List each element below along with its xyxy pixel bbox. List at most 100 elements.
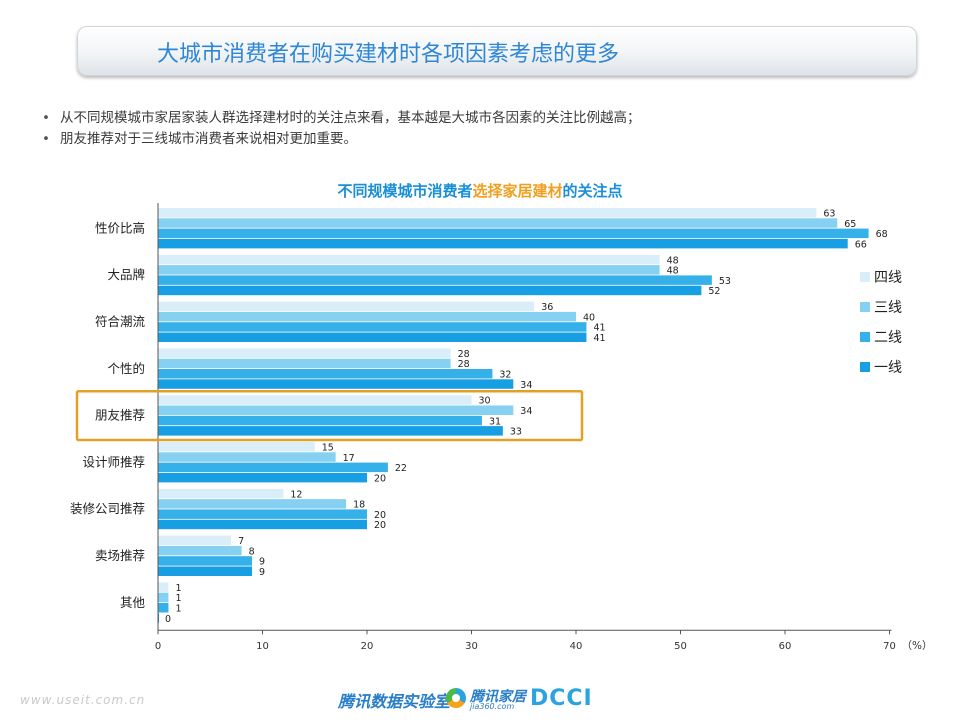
data-label: 41 xyxy=(593,333,605,344)
bar-三线 xyxy=(158,405,514,415)
data-label: 63 xyxy=(823,209,835,220)
bar-四线 xyxy=(158,301,535,312)
data-label: 66 xyxy=(855,239,867,250)
legend-swatch xyxy=(860,302,870,312)
bar-四线 xyxy=(158,208,817,218)
bar-三线 xyxy=(158,592,169,603)
bar-二线 xyxy=(158,228,869,239)
data-label: 36 xyxy=(541,302,553,313)
bar-一线 xyxy=(158,238,848,249)
tencent-home-sub: jia360.com xyxy=(470,702,515,711)
bar-二线 xyxy=(158,603,169,613)
category-label: 卖场推荐 xyxy=(95,548,145,563)
bar-二线 xyxy=(158,556,253,566)
x-tick-label: 60 xyxy=(779,641,792,652)
bar-三线 xyxy=(158,218,838,228)
data-label: 9 xyxy=(259,567,265,578)
bar-一线 xyxy=(158,426,503,436)
legend-swatch xyxy=(860,332,870,342)
bar-三线 xyxy=(158,311,576,322)
bar-一线 xyxy=(158,332,587,342)
data-label: 15 xyxy=(322,443,334,454)
bullet-item: 从不同规模城市家居家装人群选择建材时的关注点来看，基本越是大城市各因素的关注比例… xyxy=(42,108,641,129)
dcci-logo: DCCI xyxy=(530,686,593,711)
data-label: 41 xyxy=(593,323,605,334)
bar-二线 xyxy=(158,509,367,519)
data-label: 34 xyxy=(520,406,532,417)
category-label: 设计师推荐 xyxy=(82,454,145,469)
data-label: 1 xyxy=(175,593,181,604)
x-tick-label: 0 xyxy=(155,641,161,652)
bar-二线 xyxy=(158,322,587,332)
bullet-list: 从不同规模城市家居家装人群选择建材时的关注点来看，基本越是大城市各因素的关注比例… xyxy=(42,108,641,150)
bar-一线 xyxy=(158,379,514,389)
data-label: 28 xyxy=(458,359,470,370)
data-label: 0 xyxy=(165,614,171,625)
data-label: 12 xyxy=(290,489,302,500)
bar-四线 xyxy=(158,582,169,592)
data-label: 68 xyxy=(876,229,888,240)
tencent-home-logo: 腾讯家居 jia360.com xyxy=(446,686,526,712)
bar-四线 xyxy=(158,348,451,358)
bar-二线 xyxy=(158,415,482,426)
data-label: 9 xyxy=(259,557,265,568)
bar-四线 xyxy=(158,254,660,265)
data-label: 8 xyxy=(249,546,255,557)
tencent-home-text: 腾讯家居 xyxy=(470,689,526,705)
data-label: 34 xyxy=(520,380,532,391)
bar-一线 xyxy=(158,519,367,530)
category-label: 个性的 xyxy=(107,361,145,376)
footer-url: www.useit.com.cn xyxy=(20,693,146,707)
bar-三线 xyxy=(158,545,242,556)
legend-label: 一线 xyxy=(874,360,902,376)
bar-二线 xyxy=(158,462,388,473)
data-label: 20 xyxy=(374,473,386,484)
bar-四线 xyxy=(158,535,232,546)
data-label: 65 xyxy=(844,219,856,230)
bar-四线 xyxy=(158,395,472,405)
bar-一线 xyxy=(158,285,702,296)
data-label: 40 xyxy=(583,312,595,323)
chart-title-part3: 的关注点 xyxy=(562,182,623,200)
data-label: 33 xyxy=(510,427,522,438)
x-tick-label: 20 xyxy=(361,641,374,652)
chart-title-highlight: 选择家居建材 xyxy=(472,182,563,200)
category-label: 其他 xyxy=(120,595,146,610)
bar-四线 xyxy=(158,488,284,499)
title-banner: 大城市消费者在购买建材时各项因素考虑的更多 xyxy=(77,26,917,76)
bar-四线 xyxy=(158,442,315,452)
bullet-item: 朋友推荐对于三线城市消费者来说相对更加重要。 xyxy=(42,129,641,150)
data-label: 28 xyxy=(458,349,470,360)
category-label: 装修公司推荐 xyxy=(70,501,145,516)
data-label: 52 xyxy=(708,286,720,297)
category-label: 符合潮流 xyxy=(95,314,146,329)
data-label: 17 xyxy=(343,453,355,464)
tencent-home-icon xyxy=(446,688,466,708)
bar-二线 xyxy=(158,369,493,379)
x-tick-label: 70 xyxy=(883,641,896,652)
data-label: 7 xyxy=(238,536,244,547)
data-label: 48 xyxy=(667,266,679,277)
bar-二线 xyxy=(158,275,712,285)
data-label: 48 xyxy=(667,255,679,266)
bar-三线 xyxy=(158,452,336,462)
legend-label: 三线 xyxy=(874,300,902,316)
bar-一线 xyxy=(158,472,367,483)
x-tick-label: 40 xyxy=(570,641,583,652)
x-tick-label: 10 xyxy=(256,641,269,652)
bar-一线 xyxy=(158,566,253,576)
x-tick-label: 50 xyxy=(674,641,687,652)
data-label: 1 xyxy=(175,583,181,594)
page-title: 大城市消费者在购买建材时各项因素考虑的更多 xyxy=(157,42,620,67)
data-label: 1 xyxy=(175,604,181,615)
legend-swatch xyxy=(860,362,870,372)
data-label: 20 xyxy=(374,520,386,531)
bar-三线 xyxy=(158,265,660,275)
tencent-data-lab-logo: 腾讯数据实验室 xyxy=(338,692,451,711)
data-label: 22 xyxy=(395,463,407,474)
x-axis-unit: （%） xyxy=(902,640,933,652)
highlight-box xyxy=(75,389,584,442)
chart-title-part1: 不同规模城市消费者 xyxy=(337,182,473,200)
bar-三线 xyxy=(158,358,451,369)
